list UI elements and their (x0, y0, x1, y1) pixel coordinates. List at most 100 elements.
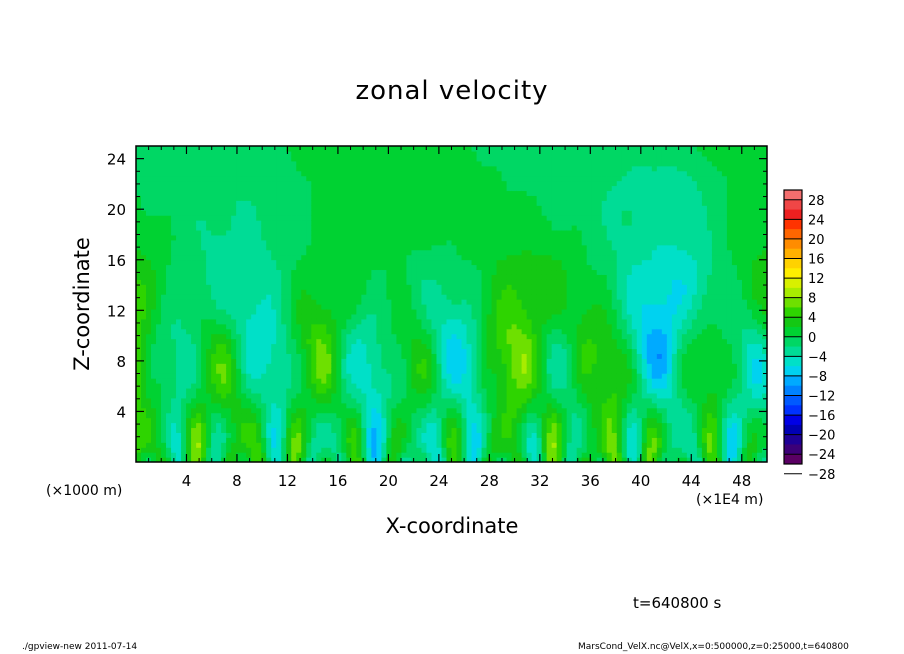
heatmap-cell (296, 150, 302, 157)
heatmap-cell (161, 323, 167, 330)
heatmap-cell (396, 313, 403, 320)
heatmap-cell (451, 353, 458, 359)
heatmap-cell (221, 442, 227, 448)
heatmap-cell (326, 244, 332, 251)
heatmap-cell (376, 244, 382, 251)
heatmap-cell (291, 150, 297, 157)
heatmap-cell (421, 412, 428, 419)
heatmap-cell (351, 146, 357, 152)
heatmap-cell (436, 269, 443, 275)
heatmap-cell (306, 392, 312, 399)
heatmap-cell (171, 383, 177, 389)
heatmap-cell (261, 254, 267, 261)
heatmap-cell (491, 195, 498, 201)
heatmap-cell (391, 234, 398, 241)
heatmap-cell (321, 155, 327, 162)
heatmap-cell (156, 284, 162, 290)
heatmap-cell (316, 225, 322, 231)
heatmap-cell (231, 417, 237, 424)
heatmap-cell (241, 195, 247, 201)
heatmap-cell (301, 269, 307, 275)
heatmap-cell (151, 323, 157, 330)
heatmap-cell (191, 457, 197, 462)
heatmap-cell (211, 150, 217, 157)
heatmap-cell (271, 368, 277, 374)
heatmap-cell (146, 229, 152, 236)
heatmap-cell (516, 205, 523, 211)
heatmap-cell (371, 205, 377, 211)
heatmap-cell (146, 378, 152, 384)
heatmap-cell (176, 284, 182, 290)
heatmap-cell (461, 407, 468, 414)
heatmap-cell (181, 190, 187, 196)
heatmap-cell (491, 289, 498, 295)
heatmap-cell (156, 308, 162, 315)
heatmap-cell (311, 254, 317, 261)
heatmap-cell (511, 279, 518, 285)
heatmap-cell (206, 175, 212, 182)
heatmap-cell (316, 373, 322, 379)
heatmap-cell (341, 299, 347, 305)
heatmap-cell (176, 170, 182, 177)
heatmap-cell (441, 432, 448, 438)
heatmap-cell (156, 387, 162, 394)
heatmap-cell (266, 299, 272, 305)
heatmap-cell (441, 160, 448, 167)
heatmap-cell (236, 150, 242, 157)
heatmap-cell (146, 313, 152, 320)
heatmap-cell (196, 170, 202, 177)
heatmap-cell (291, 279, 297, 285)
heatmap-cell (221, 215, 227, 221)
heatmap-cell (466, 368, 473, 374)
heatmap-cell (511, 264, 518, 271)
heatmap-cell (291, 190, 297, 196)
heatmap-cell (341, 313, 347, 320)
heatmap-cell (376, 239, 382, 246)
heatmap-cell (406, 452, 413, 458)
heatmap-cell (171, 279, 177, 285)
heatmap-cell (201, 274, 207, 280)
heatmap-cell (376, 160, 382, 167)
heatmap-cell (346, 170, 352, 177)
heatmap-cell (381, 343, 387, 350)
heatmap-cell (271, 205, 277, 211)
heatmap-cell (411, 387, 418, 394)
heatmap-cell (426, 239, 433, 246)
heatmap-cell (456, 195, 463, 201)
heatmap-cell (516, 378, 523, 384)
heatmap-cell (441, 387, 448, 394)
heatmap-cell (251, 392, 257, 399)
heatmap-cell (416, 333, 423, 340)
heatmap-cell (246, 422, 252, 429)
heatmap-cell (176, 338, 182, 345)
heatmap-cell (326, 284, 332, 290)
heatmap-cell (226, 422, 232, 429)
heatmap-cell (366, 284, 372, 290)
heatmap-cell (391, 264, 398, 271)
heatmap-cell (311, 427, 317, 433)
heatmap-cell (426, 234, 433, 241)
heatmap-cell (401, 239, 408, 246)
heatmap-cell (416, 304, 423, 310)
heatmap-cell (336, 304, 342, 310)
heatmap-cell (256, 244, 262, 251)
heatmap-cell (346, 412, 352, 419)
heatmap-cell (436, 229, 443, 236)
heatmap-cell (271, 338, 277, 345)
heatmap-cell (176, 160, 182, 167)
heatmap-cell (301, 318, 307, 325)
heatmap-cell (466, 225, 473, 231)
heatmap-cell (286, 274, 292, 280)
heatmap-cell (361, 412, 367, 419)
heatmap-cell (156, 383, 162, 389)
heatmap-cell (461, 387, 468, 394)
heatmap-cell (206, 392, 212, 399)
heatmap-cell (186, 442, 192, 448)
heatmap-cell (341, 402, 347, 409)
heatmap-cell (211, 205, 217, 211)
heatmap-cell (171, 185, 177, 192)
heatmap-cell (221, 427, 227, 433)
heatmap-cell (466, 387, 473, 394)
heatmap-cell (376, 373, 382, 379)
heatmap-cell (146, 244, 152, 251)
